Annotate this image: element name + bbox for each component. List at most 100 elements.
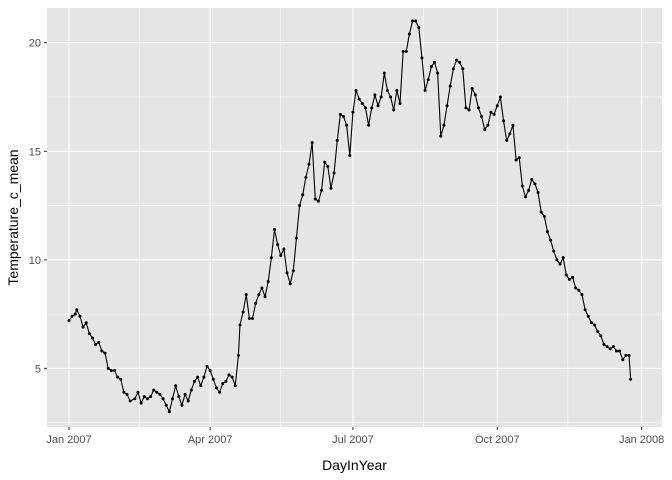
data-point [67, 319, 71, 323]
data-point [392, 108, 396, 112]
data-point [214, 386, 218, 390]
data-point [536, 191, 540, 195]
data-point [367, 123, 371, 127]
data-point [621, 358, 625, 362]
data-point [382, 71, 386, 75]
data-point [420, 56, 424, 60]
data-point [254, 301, 258, 305]
data-point [180, 403, 184, 407]
y-tick-label: 20 [29, 38, 41, 50]
data-point [602, 343, 606, 347]
data-point [335, 138, 339, 142]
data-point [136, 390, 140, 394]
data-point [439, 134, 443, 138]
data-point [199, 384, 203, 388]
data-point [615, 349, 619, 353]
data-point [218, 390, 222, 394]
data-point [224, 379, 228, 383]
data-point [511, 123, 515, 127]
data-point [558, 262, 562, 266]
data-point [269, 256, 273, 260]
data-point [94, 343, 98, 347]
data-point [593, 323, 597, 327]
data-point [282, 247, 286, 251]
data-point [307, 162, 311, 166]
data-point [279, 253, 283, 257]
data-point [326, 164, 330, 168]
x-tick-label: Jul 2007 [332, 434, 374, 446]
data-point [70, 314, 74, 318]
data-point [583, 308, 587, 312]
data-point [323, 160, 327, 164]
data-point [205, 364, 209, 368]
data-point [429, 65, 433, 69]
y-tick-label: 10 [29, 255, 41, 267]
data-point [342, 115, 346, 119]
data-point [448, 84, 452, 88]
x-axis-title: DayInYear [322, 457, 387, 473]
data-point [75, 308, 79, 312]
data-point [236, 353, 240, 357]
data-point [97, 340, 101, 344]
data-point [524, 195, 528, 199]
data-point [404, 49, 408, 53]
data-point [571, 275, 575, 279]
data-point [436, 71, 440, 75]
data-point [495, 104, 499, 108]
data-point [618, 349, 622, 353]
data-point [272, 227, 276, 231]
data-point [473, 93, 477, 97]
data-point [539, 210, 543, 214]
data-point [411, 19, 415, 23]
data-point [73, 312, 77, 316]
data-point [395, 88, 399, 92]
data-point [470, 86, 474, 90]
data-point [291, 269, 295, 273]
data-point [351, 110, 355, 114]
data-point [414, 19, 418, 23]
data-point [599, 334, 603, 338]
data-point [133, 397, 137, 401]
data-point [379, 95, 383, 99]
data-point [385, 88, 389, 92]
data-point [298, 204, 302, 208]
data-point [373, 93, 377, 97]
data-point [564, 273, 568, 277]
data-point [125, 392, 129, 396]
data-point [502, 119, 506, 123]
data-point [605, 345, 609, 349]
data-point [241, 310, 245, 314]
data-point [492, 112, 496, 116]
data-point [276, 243, 280, 247]
data-point [445, 104, 449, 108]
x-tick-label: Jan 2008 [619, 434, 664, 446]
data-point [357, 97, 361, 101]
data-point [555, 258, 559, 262]
data-point [505, 138, 509, 142]
data-point [103, 351, 107, 355]
y-tick-label: 15 [29, 146, 41, 158]
data-point [464, 106, 468, 110]
data-point [208, 369, 212, 373]
data-point [158, 392, 162, 396]
data-point [260, 286, 264, 290]
data-point [627, 353, 631, 357]
data-point [530, 178, 534, 182]
data-point [164, 403, 168, 407]
data-point [370, 106, 374, 110]
data-point [423, 88, 427, 92]
data-point [288, 282, 292, 286]
data-point [294, 236, 298, 240]
data-point [608, 347, 612, 351]
data-point [498, 95, 502, 99]
x-tick-label: Jan 2007 [46, 434, 91, 446]
data-points [67, 19, 633, 414]
data-point [119, 377, 123, 381]
data-point [106, 366, 110, 370]
data-point [542, 214, 546, 218]
major-gridlines [47, 8, 662, 427]
data-point [480, 115, 484, 119]
data-point [189, 388, 193, 392]
data-point [348, 154, 352, 158]
data-point [196, 375, 200, 379]
